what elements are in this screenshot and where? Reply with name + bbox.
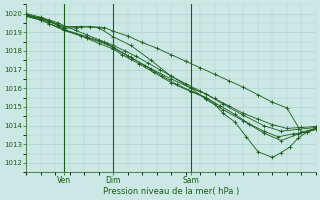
X-axis label: Pression niveau de la mer( hPa ): Pression niveau de la mer( hPa ) xyxy=(103,187,239,196)
